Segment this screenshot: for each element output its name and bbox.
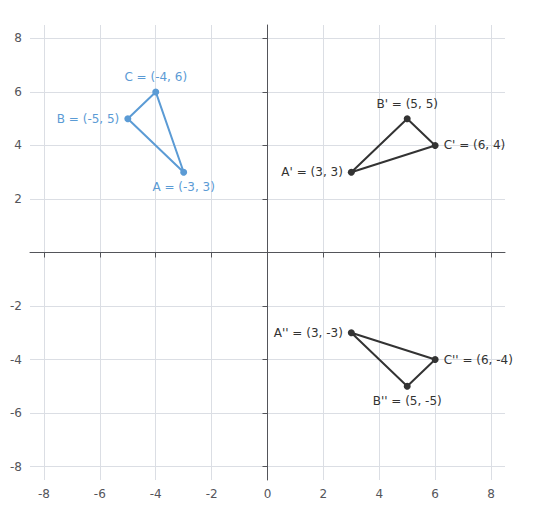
- svg-text:-2: -2: [206, 487, 218, 501]
- svg-text:-6: -6: [10, 406, 22, 420]
- svg-text:B'' = (5, -5): B'' = (5, -5): [373, 394, 442, 408]
- svg-text:-8: -8: [10, 460, 22, 474]
- svg-text:8: 8: [14, 31, 22, 45]
- svg-text:A'' = (3, -3): A'' = (3, -3): [274, 326, 343, 340]
- svg-text:B = (-5, 5): B = (-5, 5): [57, 112, 120, 126]
- svg-text:-8: -8: [38, 487, 50, 501]
- svg-text:C = (-4, 6): C = (-4, 6): [124, 70, 187, 84]
- svg-text:-6: -6: [94, 487, 106, 501]
- svg-text:C'' = (6, -4): C'' = (6, -4): [444, 353, 513, 367]
- svg-text:-4: -4: [10, 353, 22, 367]
- svg-text:C' = (6, 4): C' = (6, 4): [444, 138, 506, 152]
- svg-text:6: 6: [14, 85, 22, 99]
- svg-text:4: 4: [14, 138, 22, 152]
- svg-text:A = (-3, 3): A = (-3, 3): [152, 180, 214, 194]
- svg-text:B' = (5, 5): B' = (5, 5): [376, 97, 437, 111]
- svg-text:2: 2: [14, 192, 22, 206]
- svg-text:2: 2: [320, 487, 328, 501]
- svg-text:-2: -2: [10, 299, 22, 313]
- svg-text:4: 4: [375, 487, 383, 501]
- svg-text:0: 0: [264, 487, 272, 501]
- svg-text:A' = (3, 3): A' = (3, 3): [281, 165, 342, 179]
- svg-text:-4: -4: [150, 487, 162, 501]
- svg-text:6: 6: [431, 487, 439, 501]
- svg-text:8: 8: [487, 487, 495, 501]
